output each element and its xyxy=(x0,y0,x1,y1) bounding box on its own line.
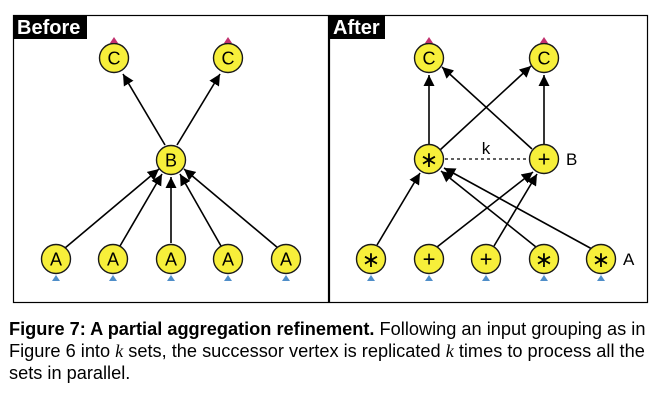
svg-text:A: A xyxy=(222,250,234,270)
edge-b-to-c2 xyxy=(176,73,221,146)
edge-a1-to-b xyxy=(64,168,160,249)
svg-text:+: + xyxy=(538,147,551,172)
svg-text:+: + xyxy=(423,247,436,272)
before-edges xyxy=(64,73,279,249)
svg-text:A: A xyxy=(165,250,177,270)
output-marker-icon xyxy=(425,37,433,43)
svg-text:∗: ∗ xyxy=(535,247,553,272)
edge-a2-to-b xyxy=(119,173,163,247)
before-node-a4: A xyxy=(212,243,244,275)
svg-text:C: C xyxy=(423,49,436,69)
after-node-c1: C xyxy=(413,42,445,74)
input-marker-icon xyxy=(482,275,490,281)
edge-in2-to-plus xyxy=(436,171,534,248)
after-label-bg xyxy=(329,15,385,39)
svg-text:A: A xyxy=(50,250,62,270)
after-node-times-op: ∗ xyxy=(413,143,445,175)
caption-text-1: Following an input grouping as in Figure… xyxy=(9,319,646,361)
edge-plus-to-c1 xyxy=(441,66,533,150)
k-label: k xyxy=(482,139,491,158)
before-node-a2: A xyxy=(97,243,129,275)
figure-caption: Figure 7: A partial aggregation refineme… xyxy=(9,318,661,384)
input-marker-icon xyxy=(540,275,548,281)
output-marker-icon xyxy=(540,37,548,43)
svg-text:∗: ∗ xyxy=(362,247,380,272)
after-node-in1: ∗ xyxy=(355,243,387,275)
svg-text:∗: ∗ xyxy=(592,247,610,272)
side-label-b: B xyxy=(566,150,577,169)
caption-text-3: times to process all the sets in paralle… xyxy=(9,341,645,383)
edge-times-to-c2 xyxy=(439,65,532,151)
svg-text:A: A xyxy=(107,250,119,270)
before-node-a5: A xyxy=(270,243,302,275)
caption-text-2: sets, the successor vertex is replicated xyxy=(123,341,446,361)
svg-text:A: A xyxy=(280,250,292,270)
input-marker-icon xyxy=(167,275,175,281)
before-node-a1: A xyxy=(40,243,72,275)
after-node-in3: + xyxy=(470,243,502,275)
before-panel xyxy=(12,14,330,304)
svg-text:+: + xyxy=(480,247,493,272)
input-marker-icon xyxy=(109,275,117,281)
before-label-bg xyxy=(13,15,87,39)
before-nodes: C C B A A A A A xyxy=(40,42,302,275)
svg-text:C: C xyxy=(538,49,551,69)
before-io-markers xyxy=(52,37,290,281)
edge-in3-to-plus xyxy=(493,173,538,247)
after-edges xyxy=(376,65,593,250)
output-marker-icon xyxy=(224,37,232,43)
edge-b-to-c1 xyxy=(122,73,166,146)
caption-k-1: k xyxy=(115,341,124,361)
before-node-a3: A xyxy=(155,243,187,275)
svg-text:B: B xyxy=(165,151,177,171)
input-marker-icon xyxy=(367,275,375,281)
before-label: Before xyxy=(17,17,80,39)
before-node-c2: C xyxy=(212,42,244,74)
edge-a4-to-b xyxy=(179,173,222,247)
input-marker-icon xyxy=(425,275,433,281)
svg-text:∗: ∗ xyxy=(420,147,438,172)
after-node-in4: ∗ xyxy=(528,243,560,275)
svg-text:C: C xyxy=(222,49,235,69)
input-marker-icon xyxy=(52,275,60,281)
input-marker-icon xyxy=(224,275,232,281)
after-node-in5: ∗ xyxy=(585,243,617,275)
edge-in5-to-times xyxy=(443,167,593,250)
before-node-b: B xyxy=(155,144,187,176)
side-label-a: A xyxy=(623,250,635,269)
after-node-c2: C xyxy=(528,42,560,74)
caption-title: Figure 7: A partial aggregation refineme… xyxy=(9,319,375,339)
caption-k-2: k xyxy=(445,341,454,361)
after-label: After xyxy=(333,17,380,39)
edge-a5-to-b xyxy=(183,168,279,249)
after-panel xyxy=(328,14,649,304)
after-node-in2: + xyxy=(413,243,445,275)
after-nodes: C C ∗ + ∗ + + ∗ xyxy=(355,42,617,275)
edge-in1-to-times xyxy=(376,172,421,246)
edge-in4-to-times xyxy=(440,170,537,248)
before-node-c1: C xyxy=(98,42,130,74)
after-io-markers xyxy=(367,37,605,281)
figure-diagram: Before After C C B A A xyxy=(12,14,649,304)
input-marker-icon xyxy=(597,275,605,281)
svg-text:C: C xyxy=(108,49,121,69)
after-node-plus-op: + xyxy=(528,143,560,175)
input-marker-icon xyxy=(282,275,290,281)
output-marker-icon xyxy=(110,37,118,43)
